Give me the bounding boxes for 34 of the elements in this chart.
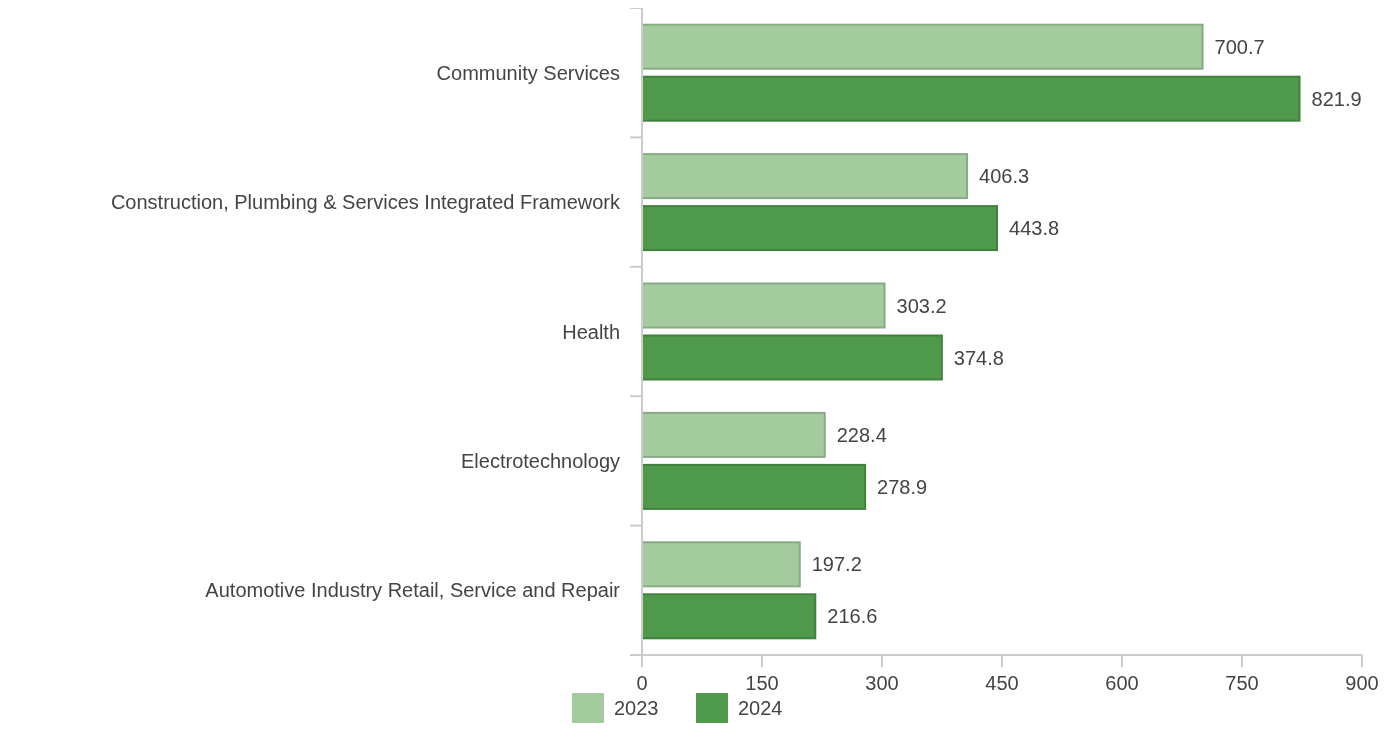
legend-label: 2023 [614,697,659,719]
data-label: 821.9 [1311,87,1362,110]
bar [641,282,886,329]
data-label: 374.8 [953,346,1004,369]
bar [641,463,867,510]
data-label: 197.2 [811,553,862,576]
data-label: 443.8 [1009,217,1060,240]
data-label: 406.3 [979,165,1030,188]
data-label: 216.6 [827,605,878,628]
data-label: 228.4 [836,423,887,446]
y-tick-label: Electrotechnology [461,449,620,472]
x-tick-label: 750 [1225,672,1259,694]
bar [641,23,1204,70]
data-label: 303.2 [896,294,947,317]
x-tick-label: 450 [985,672,1019,694]
bar [641,334,943,381]
bar [641,75,1301,122]
y-tick-label: Construction, Plumbing & Services Integrated Framework [110,191,621,214]
x-tick-label: 300 [865,672,899,694]
y-tick-label: Automotive Industry Retail, Service and Repair [205,579,621,602]
x-tick-label: 900 [1345,672,1379,694]
data-label: 278.9 [877,475,928,498]
bar [641,541,801,588]
bar [641,411,826,458]
bar [641,205,999,252]
y-tick-label: Health [562,320,620,343]
x-tick-label: 0 [636,672,648,694]
data-label: 700.7 [1214,35,1265,58]
bar [641,593,817,640]
x-tick-label: 600 [1105,672,1139,694]
y-tick-label: Community Services [436,61,620,84]
x-tick-label: 150 [745,672,779,694]
bar [641,153,969,200]
legend-label: 2024 [738,697,783,719]
